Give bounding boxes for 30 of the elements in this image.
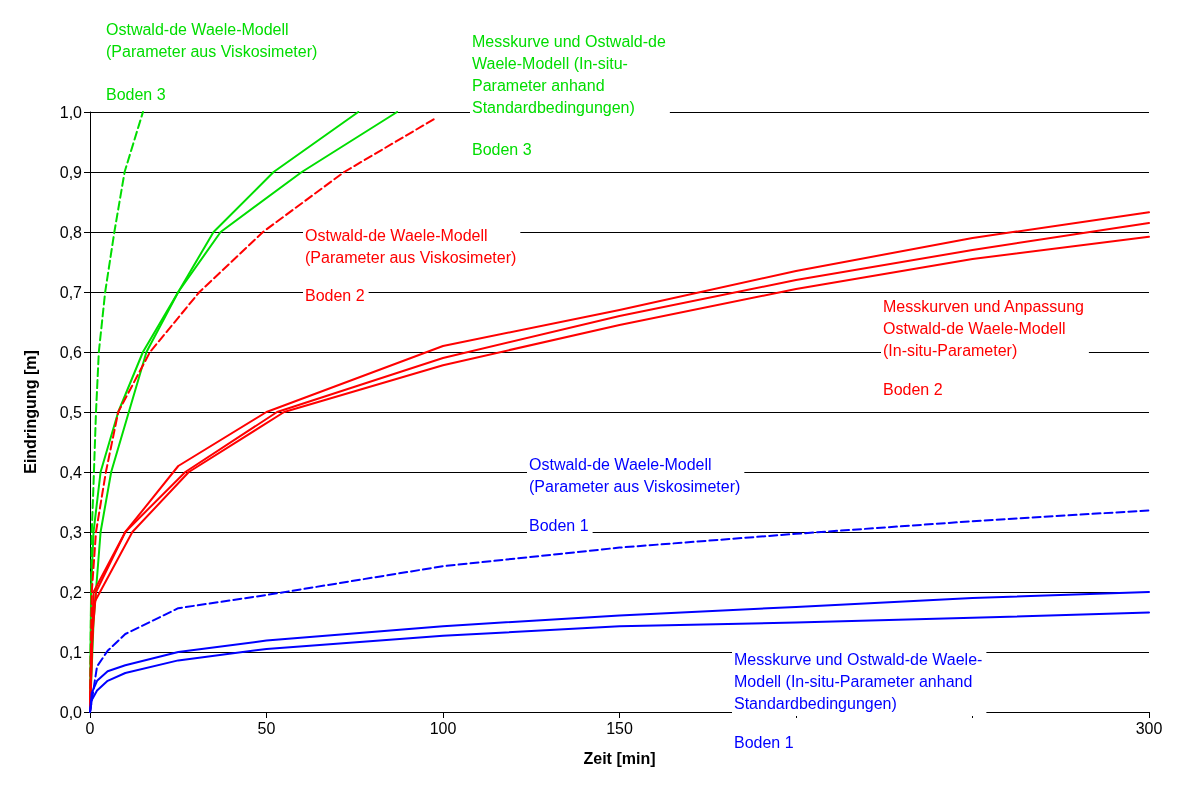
y-tick-label: 0,1 (59, 643, 83, 661)
annotation: Ostwald-de Waele-Modell (Parameter aus Viskosimeter) (529, 455, 741, 495)
annotation: Boden 1 (529, 516, 589, 534)
annotation: Messkurve und Ostwald-de Waele-Modell (In-situ- Parameter anhand Standardbedingungen) (472, 32, 666, 116)
x-axis-title: Zeit [min] (583, 749, 656, 767)
annotation: Boden 3 (472, 140, 532, 158)
annotation: Messkurve und Ostwald-de Waele- Modell (In-situ-Parameter anhand Standardbedingungen) (734, 650, 983, 712)
x-tick-label: 0 (85, 719, 95, 737)
y-tick-label: 0,0 (59, 703, 83, 721)
x-tick-label: 50 (257, 719, 276, 737)
text: Boden 1 (734, 733, 794, 751)
x-tick-label: 100 (429, 719, 457, 737)
y-tick-label: 0,9 (59, 163, 83, 181)
text: Boden 3 (106, 85, 166, 103)
y-tick-label: 1,0 (59, 103, 83, 121)
x-tick-label: 300 (1135, 719, 1163, 737)
y-axis-title: Eindringung [m] (21, 350, 39, 474)
y-tick-label: 0,6 (59, 343, 83, 361)
annotation: Ostwald-de Waele-Modell (Parameter aus Viskosimeter) (305, 226, 517, 266)
y-tick-label: 0,5 (59, 403, 83, 421)
annotation: Boden 2 (883, 380, 943, 398)
annotation: Messkurven und Anpassung Ostwald-de Waele-Modell (In-situ-Parameter) (883, 297, 1085, 359)
y-tick-label: 0,3 (59, 523, 83, 541)
y-tick-label: 0,2 (59, 583, 83, 601)
y-tick-label: 0,7 (59, 283, 83, 301)
y-tick-label: 0,4 (59, 463, 83, 481)
text: Ostwald-de Waele-Modell (Parameter aus Viskosimeter) (106, 20, 318, 60)
x-tick-label: 150 (606, 719, 633, 737)
annotation: Boden 2 (305, 286, 365, 304)
y-tick-label: 0,8 (59, 223, 83, 241)
